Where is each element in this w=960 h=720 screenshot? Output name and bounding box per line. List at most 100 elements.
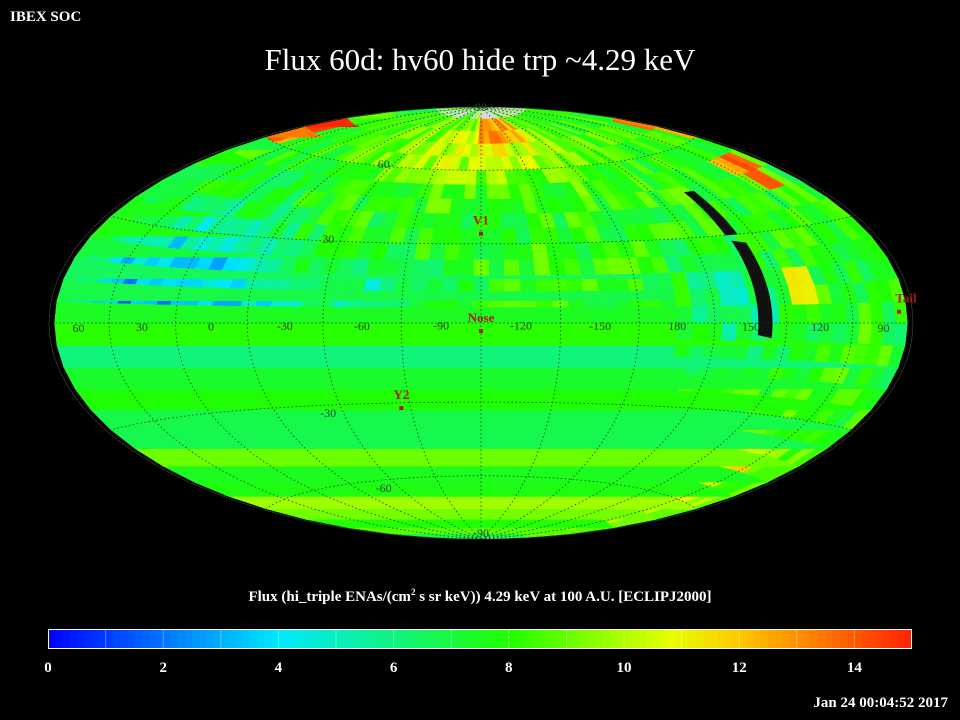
colorbar-segment [98, 629, 107, 649]
colorbar-segment [112, 629, 121, 649]
colorbar-segment [732, 629, 740, 649]
flux-pixel [501, 228, 518, 245]
colorbar-segment [213, 629, 222, 649]
colorbar-segment [825, 629, 834, 649]
colorbar-segment [847, 629, 855, 649]
flux-pixel [463, 183, 477, 199]
colorbar-segment [127, 629, 135, 649]
colorbar-segment [170, 629, 179, 649]
colorbar-segment [69, 629, 78, 649]
colorbar-segment [141, 629, 150, 649]
flux-pixel [844, 322, 860, 344]
colorbar-tick: 14 [846, 660, 862, 676]
colorbar-segment [523, 629, 531, 649]
colorbar [48, 629, 912, 649]
colorbar-segment [516, 629, 524, 649]
colorbar-segment [537, 629, 546, 649]
longitude-label: -150 [589, 319, 611, 333]
colorbar-segment [307, 629, 315, 649]
colorbar-segment [422, 629, 431, 649]
longitude-label: -60 [354, 319, 370, 333]
flux-pixel [461, 198, 476, 214]
colorbar-title-prefix: Flux (hi_triple ENAs/(cm [248, 589, 411, 605]
colorbar-segment [883, 629, 891, 649]
flux-pixel [486, 198, 501, 214]
colorbar-segment [350, 629, 359, 649]
timestamp: Jan 24 00:04:52 2017 [813, 695, 948, 711]
colorbar-segment [868, 629, 877, 649]
flux-pixel [691, 305, 708, 324]
marker-label: V1 [473, 213, 489, 228]
flux-pixel [857, 301, 873, 324]
colorbar-segment [105, 629, 114, 649]
colorbar-segment [840, 629, 848, 649]
colorbar-segment [645, 629, 654, 649]
flux-pixel [528, 227, 546, 244]
latitude-label: 30 [322, 232, 334, 246]
colorbar-segment [285, 629, 294, 649]
colorbar-segment [688, 629, 697, 649]
colorbar-segment [91, 629, 99, 649]
flux-pixel [459, 228, 475, 245]
colorbar-segment [429, 629, 438, 649]
flux-pixel [444, 228, 461, 245]
colorbar-segment [609, 629, 618, 649]
colorbar-segment [408, 629, 416, 649]
colorbar-segment [372, 629, 380, 649]
colorbar-segment [703, 629, 711, 649]
colorbar-tick: 2 [159, 660, 167, 676]
colorbar-tick: 12 [731, 660, 747, 676]
longitude-label: 30 [136, 320, 148, 334]
colorbar-segment [458, 629, 467, 649]
colorbar-tick: 6 [389, 660, 398, 676]
colorbar-segment [235, 629, 243, 649]
colorbar-segment [710, 629, 719, 649]
colorbar-segment [134, 629, 143, 649]
colorbar-segment [192, 629, 200, 649]
colorbar-segment [588, 629, 596, 649]
colorbar-segment [652, 629, 661, 649]
flux-pixel [673, 288, 692, 307]
colorbar-segment [775, 629, 783, 649]
colorbar-segment [796, 629, 805, 649]
colorbar-segment [206, 629, 215, 649]
marker-label: Nose [468, 310, 495, 325]
longitude-label: -30 [277, 319, 293, 333]
colorbar-segment [472, 629, 481, 649]
colorbar-segment [544, 629, 553, 649]
colorbar-segment [357, 629, 366, 649]
colorbar-segment [271, 629, 279, 649]
flux-pixel [443, 243, 460, 260]
colorbar-segment [436, 629, 445, 649]
colorbar-segment [480, 629, 488, 649]
colorbar-segment [487, 629, 495, 649]
colorbar-segment [897, 629, 906, 649]
colorbar-segment [199, 629, 207, 649]
colorbar-segment [300, 629, 308, 649]
flux-pixel [134, 448, 828, 467]
colorbar-segment [364, 629, 373, 649]
colorbar-segment [177, 629, 186, 649]
colorbar-segment [256, 629, 265, 649]
colorbar-segment [264, 629, 272, 649]
colorbar-segment [249, 629, 258, 649]
colorbar-segment [494, 629, 503, 649]
flux-pixel [487, 243, 504, 260]
longitude-label: 180 [668, 319, 686, 333]
colorbar-segment [62, 629, 71, 649]
colorbar-segment [768, 629, 776, 649]
flux-pixel [488, 259, 505, 276]
flux-pixel [512, 212, 529, 229]
marker-dot [479, 329, 483, 333]
colorbar-segment [530, 629, 539, 649]
colorbar-title: Flux (hi_triple ENAs/(cm2 s sr keV)) 4.2… [0, 587, 960, 606]
ibex-soc-label: IBEX SOC [10, 9, 82, 25]
colorbar-tick: 10 [616, 660, 632, 676]
colorbar-segment [379, 629, 387, 649]
flux-pixel [691, 322, 708, 341]
flux-pixel [499, 212, 516, 229]
colorbar-segment [48, 629, 56, 649]
latitude-label: -30 [320, 406, 336, 420]
colorbar-segment [465, 629, 474, 649]
